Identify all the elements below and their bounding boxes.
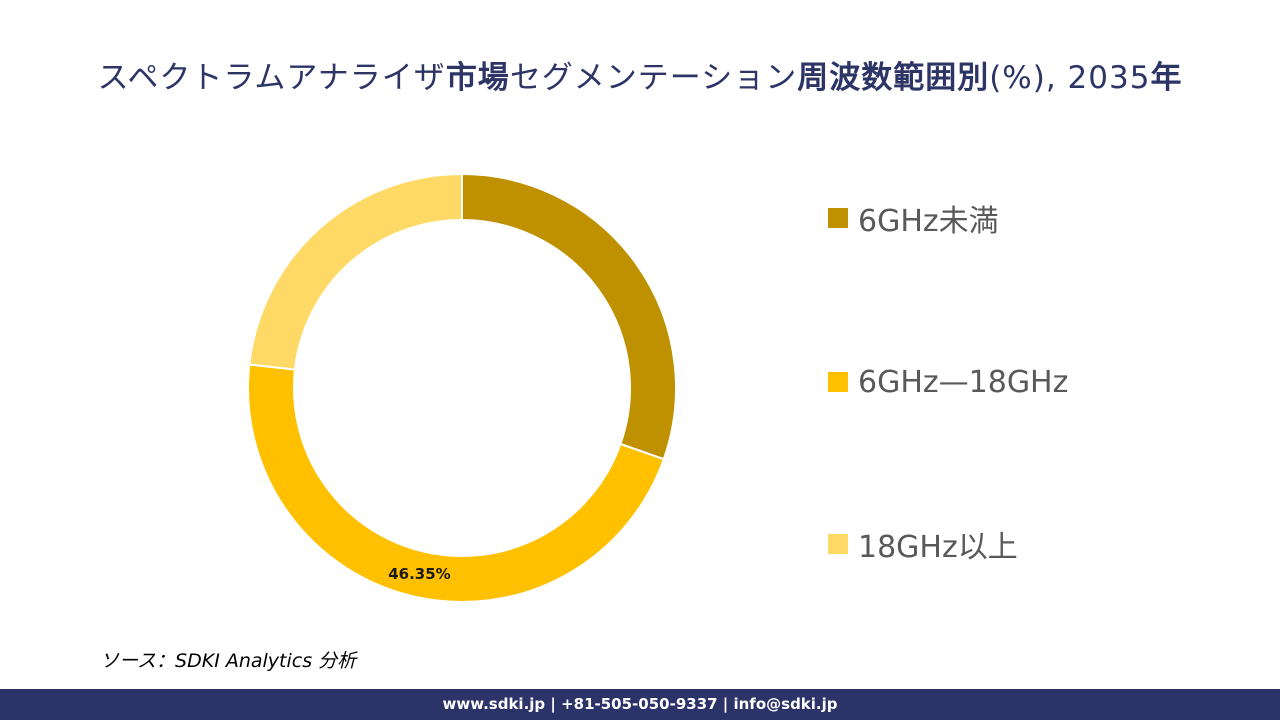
legend-item-1: 6GHz未満 [828, 198, 999, 239]
title-part-5: (%), 2035 [989, 60, 1151, 96]
legend-swatch [828, 372, 848, 392]
title-part-1: スペクトラムアナライザ [97, 60, 446, 96]
title-part-3: セグメンテーション [509, 60, 798, 96]
title-part-2: 市場 [445, 60, 510, 96]
donut-slice-2 [247, 363, 666, 604]
footer-bar: www.sdki.jp | +81-505-050-9337 | info@sd… [0, 689, 1280, 720]
source-note: ソース：SDKI Analytics 分析 [100, 650, 357, 672]
donut-slice-1 [461, 172, 677, 461]
legend-item-2: 6GHz—18GHz [828, 362, 1068, 402]
legend-item-3: 18GHz以上 [828, 524, 1018, 565]
chart-legend: 6GHz未満 6GHz—18GHz 18GHz以上 [828, 0, 1268, 720]
legend-label: 6GHz—18GHz [858, 364, 1069, 400]
title-part-4: 周波数範囲別 [797, 60, 990, 96]
legend-swatch [828, 208, 848, 228]
legend-label: 6GHz未満 [858, 204, 999, 239]
legend-label: 18GHz以上 [858, 530, 1018, 565]
chart-title: スペクトラムアナライザ市場セグメンテーション周波数範囲別(%), 2035年 [0, 52, 1280, 97]
donut-slice-3 [248, 172, 463, 371]
data-label-2: 46.35% [388, 565, 450, 583]
legend-swatch [828, 534, 848, 554]
title-part-6: 年 [1150, 60, 1183, 96]
